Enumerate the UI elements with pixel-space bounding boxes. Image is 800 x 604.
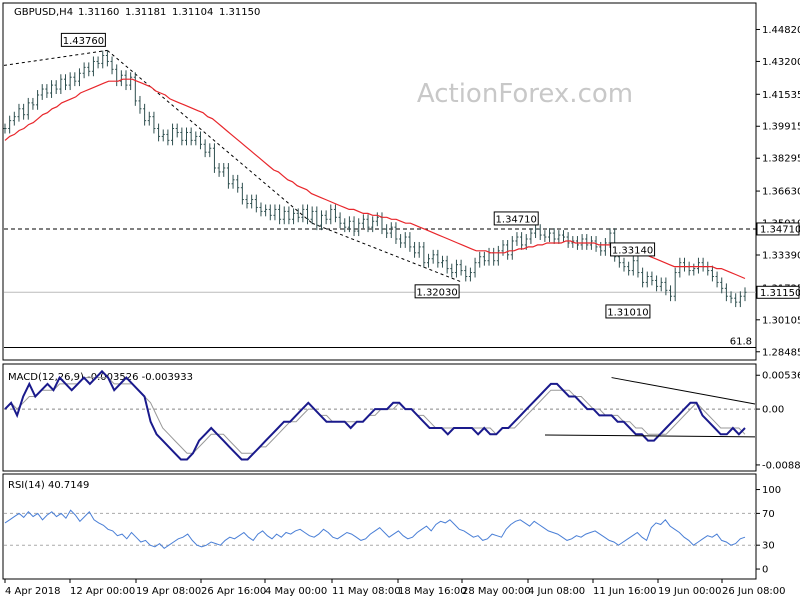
- price-tick-label: 1.38295: [762, 154, 800, 165]
- swing-label-box: [605, 304, 651, 319]
- trend-line-down: [107, 50, 313, 224]
- swing-label-box: [610, 242, 656, 257]
- macd-series: [4, 369, 756, 461]
- swing-label-box: [493, 211, 539, 226]
- macd-trend-upper: [611, 377, 756, 405]
- macd-signal-line: [4, 377, 746, 454]
- fib-61-8-label: 61.8: [730, 337, 752, 348]
- header-close: 1.31150: [219, 7, 260, 18]
- time-tick-label: 11 Jun 16:00: [593, 586, 657, 597]
- time-tick-label: 28 May 00:00: [462, 586, 531, 597]
- rsi-panel-frame: [2, 473, 757, 580]
- macd-trend-lower: [544, 434, 756, 438]
- time-tick-label: 11 May 08:00: [332, 586, 401, 597]
- watermark: ActionForex.com: [417, 79, 633, 109]
- last-price-tag: 1.31150: [760, 288, 800, 299]
- trend-line-down-2: [311, 222, 462, 283]
- price-tick-label: 1.43200: [762, 57, 800, 68]
- rsi-tick-label: 70: [762, 509, 775, 520]
- price-tick-label: 1.44820: [762, 25, 800, 36]
- time-tick-label: 18 May 16:00: [398, 586, 467, 597]
- rsi-tick-label: 30: [762, 541, 775, 552]
- macd-axis: 0.005368 0.00 -0.008855: [4, 371, 800, 471]
- price-tag-box: [756, 222, 800, 236]
- time-tick-label: 12 Apr 00:00: [70, 586, 135, 597]
- macd-tick-label: 0.005368: [762, 371, 800, 382]
- macd-line: [4, 369, 746, 461]
- resistance-price-tag: 1.34710: [760, 224, 800, 235]
- price-tick-label: 1.41535: [762, 90, 800, 101]
- time-tick-label: 26 Jun 08:00: [722, 586, 786, 597]
- rsi-tick-label: 100: [762, 485, 781, 496]
- rsi-label: RSI(14) 40.7149: [8, 480, 89, 491]
- price-tags: 1.34710 1.31150: [756, 222, 800, 299]
- swing-label: 1.33140: [612, 245, 653, 256]
- price-panel-frame: [2, 2, 757, 361]
- time-axis: 4 Apr 2018 12 Apr 00:00 19 Apr 08:00 26 Apr…: [4, 579, 786, 597]
- price-tick-label: 1.39915: [762, 122, 800, 133]
- swing-label-box: [414, 284, 460, 299]
- time-tick-label: 4 Jun 08:00: [528, 586, 585, 597]
- macd-tick-label: 0.00: [762, 405, 784, 416]
- price-tag-box: [756, 285, 800, 299]
- rsi-axis: 100 70 30 0: [4, 485, 781, 576]
- header-open: 1.31160: [78, 7, 119, 18]
- swing-label: 1.32030: [416, 287, 457, 298]
- header-high: 1.31181: [125, 7, 166, 18]
- price-tick-label: 1.30105: [762, 315, 800, 326]
- macd-panel-frame: [2, 363, 757, 472]
- price-grid: 61.8: [4, 228, 756, 349]
- swing-labels: 1.43760 1.32030 1.34710 1.33140 1.31010: [60, 32, 656, 319]
- time-tick-label: 19 Apr 08:00: [136, 586, 201, 597]
- header-low: 1.31104: [172, 7, 213, 18]
- time-tick-label: 19 Jun 00:00: [658, 586, 722, 597]
- swing-label: 1.43760: [63, 36, 104, 47]
- price-tick-label: 1.36630: [762, 187, 800, 198]
- swing-label: 1.34710: [496, 214, 537, 225]
- price-tick-label: 1.28485: [762, 347, 800, 358]
- time-tick-label: 26 Apr 16:00: [201, 586, 266, 597]
- price-series: [3, 49, 747, 308]
- time-tick-label: 4 May 00:00: [265, 586, 327, 597]
- macd-tick-label: -0.008855: [762, 460, 800, 471]
- rsi-series: [4, 509, 746, 550]
- time-tick-label: 4 Apr 2018: [5, 586, 60, 597]
- rsi-line: [4, 509, 746, 550]
- swing-label: 1.31010: [607, 307, 648, 318]
- header-symbol: GBPUSD,H4: [14, 7, 73, 18]
- price-tick-label: 1.33390: [762, 250, 800, 261]
- swing-label-box: [60, 32, 106, 47]
- rsi-tick-label: 0: [762, 565, 768, 576]
